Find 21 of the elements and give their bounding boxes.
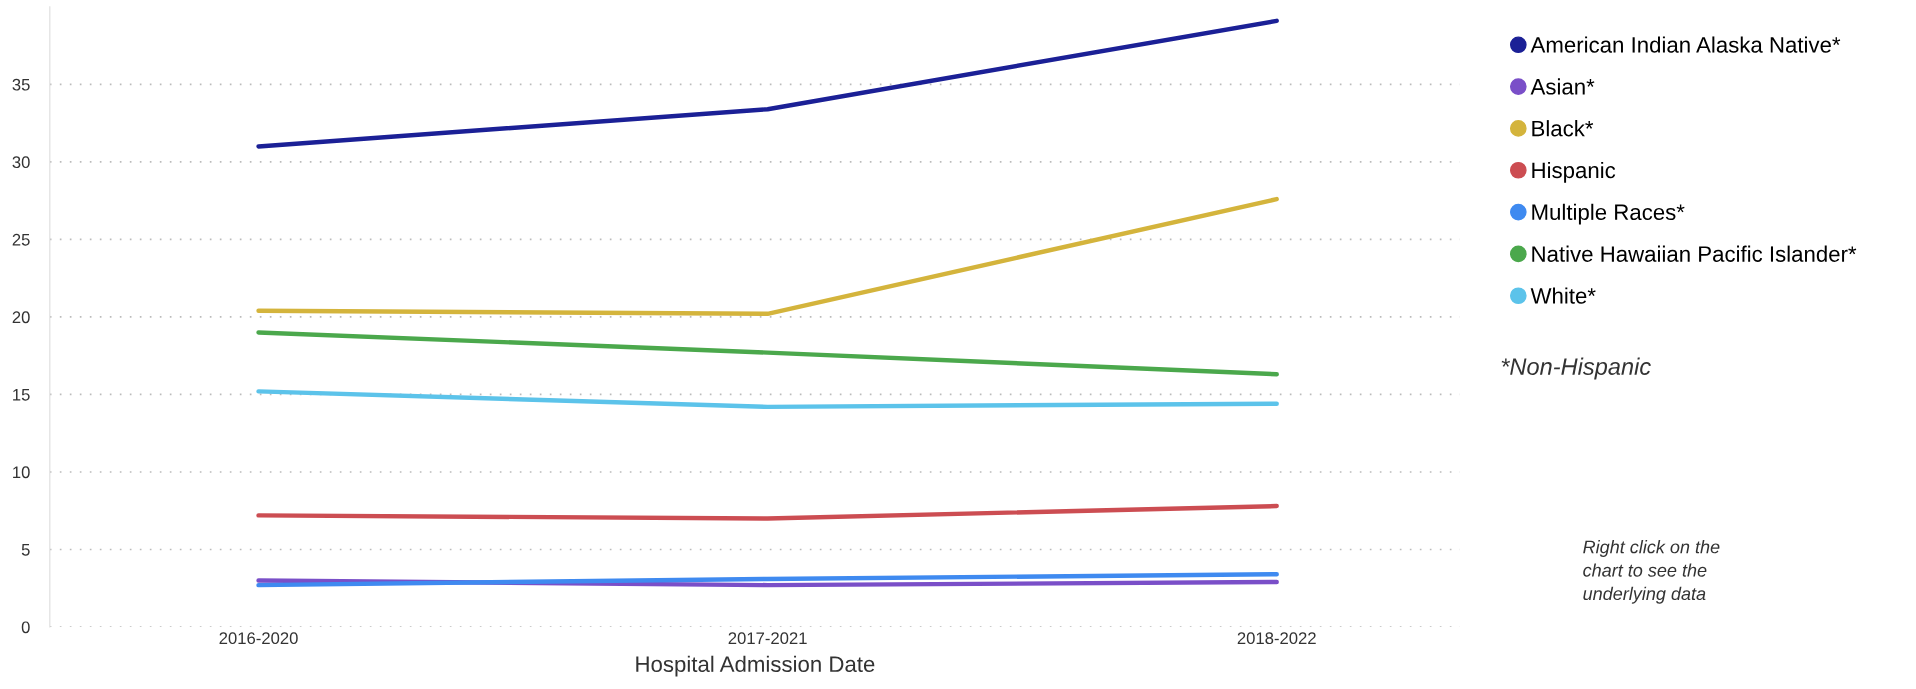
y-tick-label: 20: [12, 311, 30, 324]
y-tick-label: 15: [13, 389, 30, 401]
x-tick-label: 2017-2021: [728, 632, 807, 645]
y-tick-label: 0: [21, 621, 30, 634]
legend-label: American Indian Alaska Native*: [1530, 36, 1841, 53]
x-tick-label: 2018-2022: [1237, 632, 1316, 645]
y-tick-label: 30: [12, 156, 30, 169]
legend-label: Native Hawaiian Pacific Islander*: [1532, 245, 1857, 262]
legend-label: Asian*: [1530, 78, 1595, 95]
text: *Non-Hispanic: [1501, 357, 1651, 380]
legend-label: Multiple Races*: [1532, 203, 1685, 225]
legend-label: Black*: [1532, 120, 1594, 137]
x-tick-label: 2016-2020: [219, 632, 298, 645]
text: Right click on the chart to see the underlying data: [1583, 540, 1720, 604]
x-axis-title: Hospital Admission Date: [636, 655, 875, 677]
legend-label: Hispanic: [1532, 161, 1616, 183]
y-tick-label: 35: [12, 78, 30, 91]
y-tick-label: 5: [21, 544, 30, 556]
y-tick-label: 25: [12, 233, 30, 246]
y-tick-label: 10: [13, 466, 30, 479]
legend-label: White*: [1530, 287, 1596, 304]
